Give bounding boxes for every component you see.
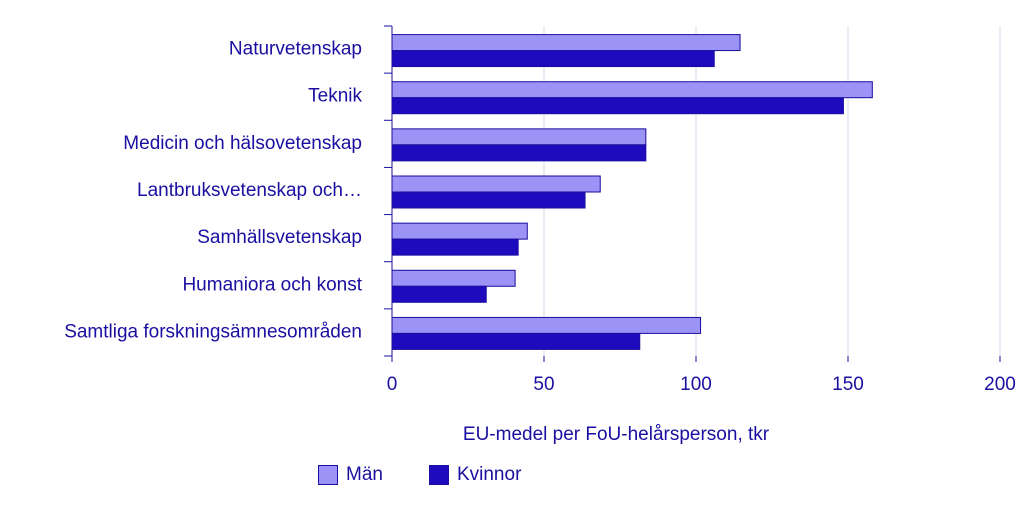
tick-labels: 0 50 100 150 200 — [387, 374, 1016, 395]
bar-kvinnor — [391, 144, 647, 162]
legend-swatch-man — [318, 465, 338, 485]
bar-man — [391, 316, 702, 334]
category-label: Medicin och hälsovetenskap — [123, 133, 362, 154]
bar-man — [391, 175, 601, 193]
bar-man — [391, 81, 873, 99]
bar-man — [391, 128, 647, 146]
axes — [384, 25, 1001, 362]
category-label: Naturvetenskap — [229, 39, 362, 60]
legend-label-man: Män — [346, 464, 383, 485]
x-tick-label: 50 — [533, 374, 554, 395]
category-label: Samtliga forskningsämnesområden — [64, 321, 362, 342]
x-tick-label: 100 — [680, 374, 712, 395]
bar-kvinnor — [391, 191, 586, 209]
bars — [391, 34, 873, 350]
bar-kvinnor — [391, 97, 844, 115]
category-label: Samhällsvetenskap — [197, 227, 362, 248]
legend: Män Kvinnor — [318, 464, 521, 486]
gridlines — [543, 26, 1001, 356]
x-tick-label: 200 — [984, 374, 1016, 395]
bar-kvinnor — [391, 332, 641, 350]
legend-label-kvinnor: Kvinnor — [456, 464, 522, 485]
bar-kvinnor — [391, 285, 487, 303]
bar-man — [391, 34, 741, 52]
category-label: Teknik — [308, 86, 362, 107]
category-labels: Naturvetenskap Teknik Medicin och hälsovet… — [64, 39, 363, 343]
bar-kvinnor — [391, 238, 519, 256]
category-label: Humaniora och konst — [182, 274, 362, 295]
bar-man — [391, 269, 516, 287]
legend-item-man: Män — [318, 464, 383, 486]
bar-kvinnor — [391, 50, 715, 68]
category-label: Lantbruksvetenskap och… — [137, 180, 362, 201]
x-tick-label: 0 — [387, 374, 398, 395]
legend-swatch-kvinnor — [428, 465, 449, 485]
x-axis-title: EU-medel per FoU-helårsperson, tkr — [463, 424, 770, 445]
legend-item-kvinnor: Kvinnor — [428, 464, 522, 486]
x-tick-label: 150 — [832, 374, 864, 395]
bar-man — [391, 222, 528, 240]
